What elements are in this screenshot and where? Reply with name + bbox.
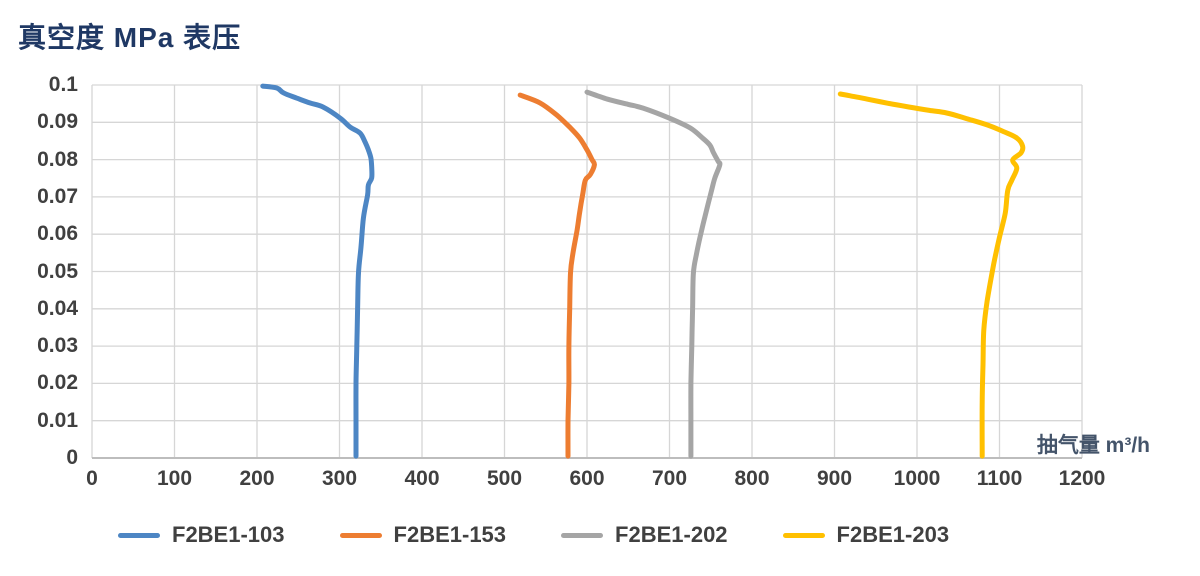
y-axis-tick-label: 0 [66, 446, 78, 469]
y-axis-tick-label: 0.1 [48, 73, 78, 96]
legend-item-f2be1-202: F2BE1-202 [561, 522, 728, 548]
x-axis-tick-label: 100 [156, 467, 193, 490]
x-axis-tick-label: 800 [734, 467, 770, 490]
y-axis-tick-label: 0.08 [37, 147, 78, 171]
x-axis-tick-label: 1100 [976, 467, 1023, 490]
x-axis-tick-label: 700 [651, 467, 688, 490]
x-axis-tick-label: 600 [569, 467, 605, 490]
y-axis-tick-label: 0.07 [37, 184, 78, 208]
legend-line-icon [339, 532, 382, 538]
legend-label: F2BE1-202 [615, 522, 728, 547]
chart-title: 真空度 MPa 表压 [18, 22, 242, 53]
legend-item-f2be1-103: F2BE1-103 [118, 522, 285, 548]
series-line-f2be1-153 [517, 92, 597, 459]
legend-line-icon [118, 532, 160, 538]
chart-legend: F2BE1-103 F2BE1-153 F2BE1-202 F2BE1-203 [118, 522, 949, 548]
legend-label: F2BE1-203 [836, 522, 950, 547]
y-axis-tick-label: 0.03 [37, 334, 78, 358]
x-axis-tick-label: 300 [321, 467, 358, 490]
legend-item-f2be1-203: F2BE1-203 [782, 522, 950, 548]
legend-line-icon [561, 532, 604, 538]
x-axis-tick-label: 400 [404, 467, 440, 490]
y-axis-tick-label: 0.02 [37, 371, 78, 395]
legend-line-icon [782, 532, 825, 538]
series-line-f2be1-203 [837, 91, 1026, 459]
y-axis-tick-label: 0.01 [37, 408, 78, 432]
legend-item-f2be1-153: F2BE1-153 [339, 522, 507, 548]
y-axis-tick-label: 0.05 [37, 259, 78, 283]
legend-label: F2BE1-153 [393, 522, 507, 547]
x-axis-tick-label: 900 [816, 467, 853, 490]
series-line-f2be1-202 [584, 89, 723, 459]
y-axis-tick-label: 0.06 [37, 222, 78, 246]
x-axis-tick-label: 0 [86, 467, 98, 490]
x-axis-unit-label: 抽气量 m³/h [1036, 434, 1150, 457]
y-axis-tick-label: 0.09 [37, 110, 78, 134]
x-axis-tick-label: 1200 [1058, 467, 1106, 490]
x-axis-tick-label: 500 [486, 467, 523, 490]
y-axis-tick-label: 0.04 [37, 296, 78, 320]
x-axis-tick-label: 1000 [893, 467, 941, 490]
x-axis-tick-label: 200 [239, 467, 275, 490]
legend-label: F2BE1-103 [172, 522, 285, 547]
series-line-f2be1-103 [260, 83, 375, 459]
